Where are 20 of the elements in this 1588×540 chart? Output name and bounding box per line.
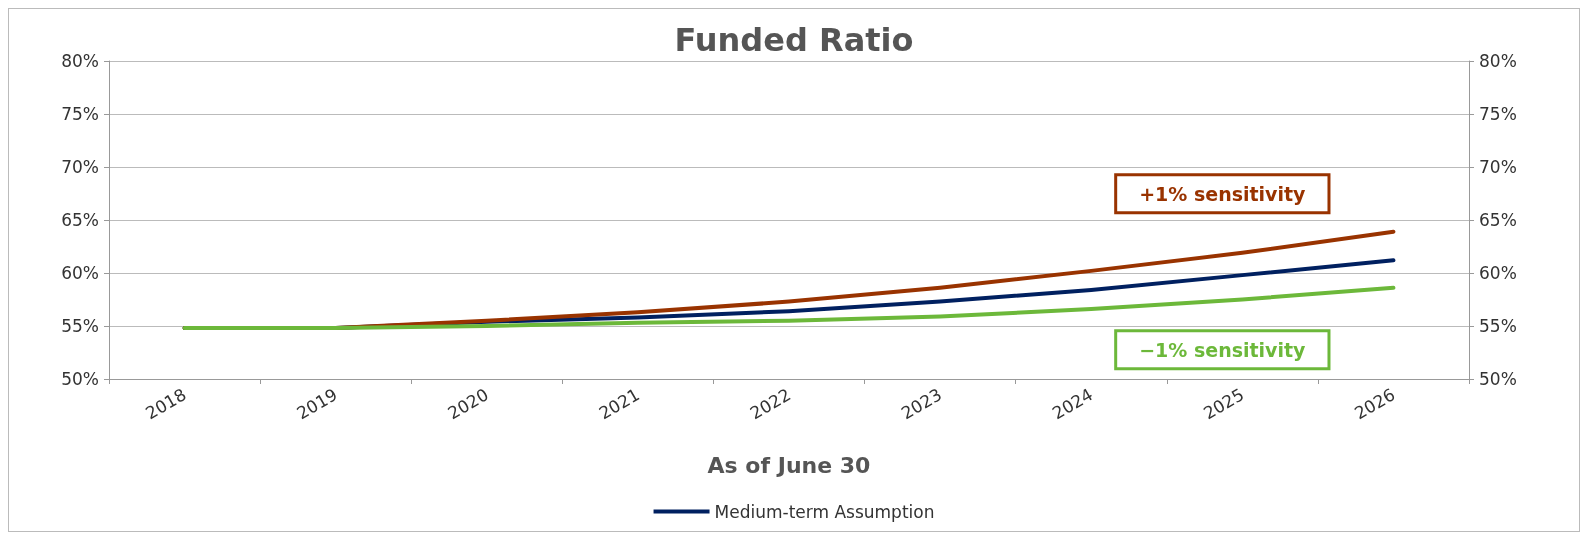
y-tick-label: 55% xyxy=(61,316,99,336)
legend-label: Medium-term Assumption xyxy=(714,501,935,522)
y2-tick-label: 60% xyxy=(1479,263,1517,283)
series-label: −1% sensitivity xyxy=(1139,338,1307,361)
y-tick-label: 60% xyxy=(61,263,99,283)
x-axis-title: As of June 30 xyxy=(707,452,871,478)
y-tick-label: 80% xyxy=(61,51,99,71)
text: +1% sensitivity xyxy=(1139,182,1307,205)
y-tick-label: 65% xyxy=(61,210,99,230)
y2-tick-label: 50% xyxy=(1479,369,1517,389)
y2-tick-label: 70% xyxy=(1479,157,1517,177)
y2-tick-label: 80% xyxy=(1479,51,1517,71)
chart-title: Funded Ratio xyxy=(674,21,914,59)
y2-tick-label: 75% xyxy=(1479,104,1517,124)
line-series xyxy=(182,285,1396,331)
y-tick-label: 50% xyxy=(61,369,99,389)
y-tick-label: 75% xyxy=(61,104,99,124)
y2-tick-label: 65% xyxy=(1479,210,1517,230)
y-tick-label: 70% xyxy=(61,157,99,177)
y2-tick-label: 55% xyxy=(1479,316,1517,336)
